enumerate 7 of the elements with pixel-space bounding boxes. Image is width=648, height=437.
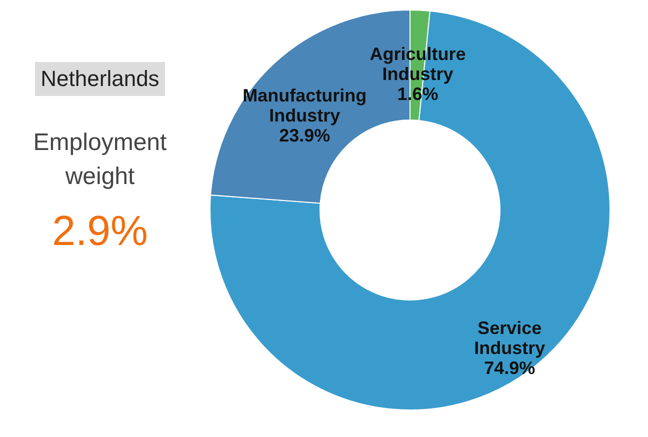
data-label: 74.9% bbox=[484, 358, 536, 378]
slice-label: Service Industry bbox=[474, 318, 546, 358]
donut-slice bbox=[210, 10, 610, 410]
data-label: 23.9% bbox=[279, 125, 330, 146]
text: Employment weight bbox=[32, 128, 168, 192]
text: Netherlands bbox=[34, 62, 166, 96]
text: 2.9% bbox=[51, 207, 149, 256]
